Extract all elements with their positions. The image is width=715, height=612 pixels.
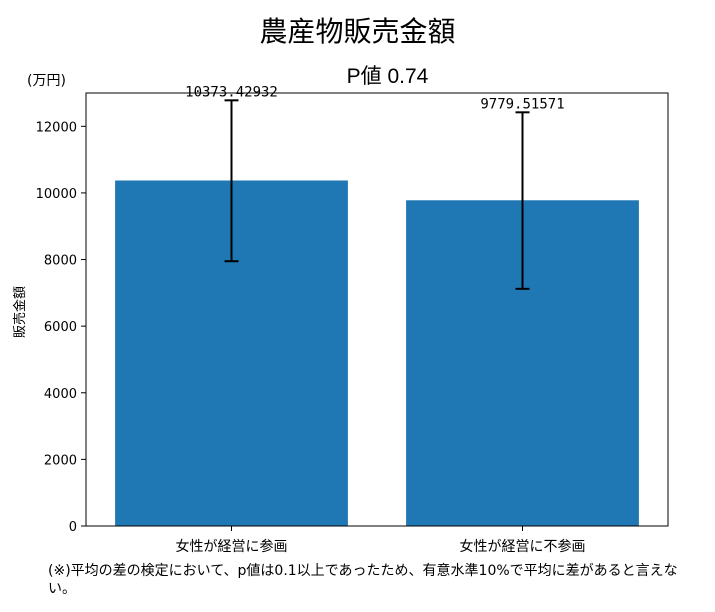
data-label-1: 10373.42932 xyxy=(185,84,278,100)
y-tick-label-5: 10000 xyxy=(36,187,77,202)
y-tick-label-0: 0 xyxy=(69,520,77,535)
unit-label: (万円) xyxy=(27,73,66,89)
y-tick-label-6: 12000 xyxy=(36,120,77,135)
y-axis-label: 販売金額 xyxy=(12,286,28,338)
y-tick-label-1: 2000 xyxy=(44,453,77,468)
chart-title: 農産物販売金額 xyxy=(259,15,456,48)
x-tick-label-2: 女性が経営に不参画 xyxy=(460,538,586,555)
y-tick-label-4: 8000 xyxy=(44,254,77,269)
footnote: (※)平均の差の検定において、p値は0.1以上であったため、有意水準10%で平均… xyxy=(48,563,678,597)
x-tick-label-1: 女性が経営に参画 xyxy=(176,538,288,555)
plot-frame xyxy=(85,92,669,527)
y-tick-label-2: 4000 xyxy=(44,387,77,402)
y-tick-label-3: 6000 xyxy=(44,320,77,335)
chart-subtitle: P値 0.74 xyxy=(346,65,429,88)
data-label-2: 9779.51571 xyxy=(480,96,564,112)
